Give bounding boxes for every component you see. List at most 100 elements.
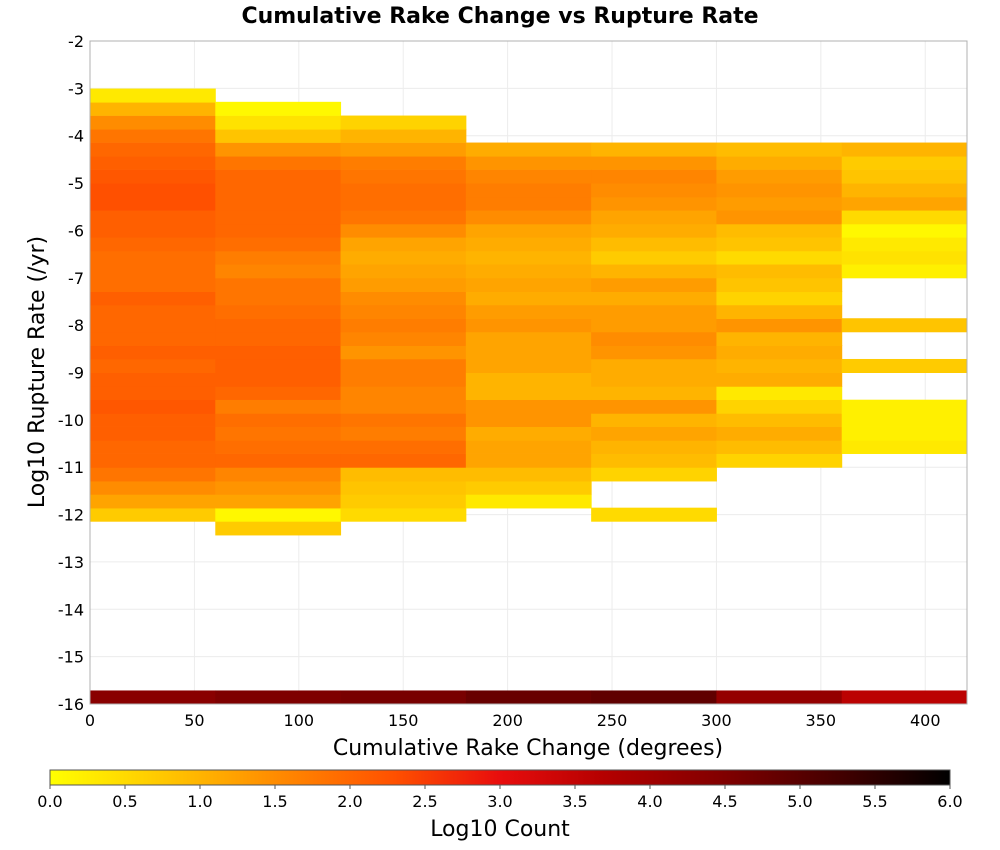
heatmap-cell-0-4: [90, 453, 216, 468]
heatmap-cell-3-21: [465, 210, 592, 225]
heatmap-cell-5-11: [716, 304, 843, 320]
heatmap-cell-3-4: [465, 439, 592, 454]
heatmap-cell-1-14: [215, 331, 342, 347]
heatmap-cell-3-10: [465, 358, 592, 373]
y-tick-label-10: -12: [58, 506, 84, 525]
heatmap-cell-1-31: [215, 101, 342, 116]
heatmap-cell-1-16: [215, 304, 342, 320]
heatmap-cell-2-13: [340, 331, 467, 347]
colorbar-tick-label-10: 5.0: [787, 792, 812, 811]
heatmap-cell-2-23: [340, 196, 467, 211]
heatmap-cell-5-7: [716, 358, 843, 373]
heatmap-cell-1-10: [215, 385, 342, 400]
heatmap-cell-5-16: [716, 237, 843, 252]
heatmap-cell-4-15: [591, 277, 717, 293]
heatmap-cell-2-29: [340, 115, 467, 130]
heatmap-cell-3-26: [465, 142, 592, 157]
heatmap-cell-0-30: [90, 101, 216, 116]
heatmap-cell-6-11: [841, 196, 968, 211]
y-tick-label-9: -11: [58, 458, 84, 477]
heatmap-cell-6-5: [841, 318, 968, 333]
heatmap-cell-3-6: [465, 412, 592, 427]
heatmap-cell-4-8: [591, 372, 717, 387]
heatmap-cell-1-4: [215, 467, 342, 482]
heatmap-cell-0-0: [90, 507, 216, 522]
heatmap-cell-4-19: [591, 223, 717, 238]
heatmap-cell-4-6: [591, 399, 717, 414]
colorbar-tick-label-3: 1.5: [262, 792, 287, 811]
heatmap-cell-2-17: [340, 277, 467, 293]
heatmap-cell-0-24: [90, 183, 216, 198]
heatmap-cell-6-6: [841, 264, 968, 279]
heatmap-cell-2-4: [340, 453, 467, 468]
x-tick-label-7: 350: [806, 711, 837, 730]
y-axis-ticks: -2 -3 -4 -5 -6 -7 -8 -9 -10 -11 -12 -13 -14 -15 -16: [58, 32, 84, 714]
heatmap-cell-2-19: [340, 250, 467, 265]
heatmap-cell-2-0: [340, 507, 467, 522]
heatmap-cell-1-29: [215, 128, 342, 143]
heatmap-cell-5-18: [716, 210, 843, 225]
heatmap-cell-4-7: [591, 385, 717, 400]
heatmap-cell-3-24: [465, 169, 592, 184]
heatmap-cell-5-22: [716, 155, 843, 170]
heatmap-cell-3-1: [465, 480, 592, 495]
heatmap-cell-2-16: [340, 291, 467, 306]
heatmap-cell-5-6: [716, 372, 843, 387]
heatmap-cell-4-16: [591, 264, 717, 279]
heatmap-cell-2-5: [340, 439, 467, 454]
heatmap-cell-4-13: [591, 304, 717, 320]
bottom-row-cell-0: [90, 690, 216, 704]
heatmap-cell-1-21: [215, 237, 342, 252]
heatmap-cell-0-17: [90, 277, 216, 293]
heatmap-cell-2-2: [340, 480, 467, 495]
heatmap-cell-5-15: [716, 250, 843, 265]
heatmap-cell-3-7: [465, 399, 592, 414]
heatmap-cell-3-15: [465, 291, 592, 306]
heatmap-cell-3-9: [465, 372, 592, 387]
y-tick-label-13: -15: [58, 648, 84, 667]
heatmap-cell-4-9: [591, 358, 717, 373]
heatmap-cell-1-8: [215, 412, 342, 427]
heatmap-cell-0-18: [90, 264, 216, 279]
heatmap-cell-2-7: [340, 412, 467, 427]
heatmap-cell-4-18: [591, 237, 717, 252]
y-tick-label-0: -2: [68, 32, 84, 51]
heatmap-cell-1-26: [215, 169, 342, 184]
heatmap-cell-3-17: [465, 264, 592, 279]
x-tick-label-5: 250: [597, 711, 628, 730]
heatmap-cell-4-2: [591, 453, 717, 468]
y-tick-label-12: -14: [58, 600, 84, 619]
heatmap-cell-0-23: [90, 196, 216, 211]
colorbar: [49, 769, 951, 786]
heatmap-cell-3-12: [465, 331, 592, 347]
heatmap-cell-0-28: [90, 128, 216, 143]
heatmap-cell-1-20: [215, 250, 342, 265]
heatmap-cell-0-5: [90, 439, 216, 454]
y-tick-label-14: -16: [58, 695, 84, 714]
heatmap-cell-6-10: [841, 210, 968, 225]
y-tick-label-8: -10: [58, 411, 84, 430]
heatmap-cell-0-10: [90, 372, 216, 387]
heatmap-cell-4-3: [591, 439, 717, 454]
heatmap-cell-1-7: [215, 426, 342, 441]
x-tick-label-6: 300: [701, 711, 732, 730]
heatmap-cell-5-14: [716, 264, 843, 279]
heatmap-cell-1-6: [215, 439, 342, 454]
heatmap-cell-1-9: [215, 399, 342, 414]
heatmap-cell-1-17: [215, 291, 342, 306]
heatmap-cell-5-17: [716, 223, 843, 238]
bottom-row-cell-5: [716, 690, 843, 704]
heatmap-cell-0-31: [90, 88, 216, 103]
heatmap-cell-0-16: [90, 291, 216, 306]
heatmap-cell-1-2: [215, 494, 342, 509]
heatmap-cell-6-3: [841, 399, 968, 414]
y-tick-label-6: -8: [68, 316, 84, 335]
heatmap-cell-6-2: [841, 412, 968, 427]
heatmap-cell-0-25: [90, 169, 216, 184]
plot-frame: [89, 40, 968, 705]
heatmap-cell-2-24: [340, 183, 467, 198]
heatmap-cell-6-4: [841, 358, 968, 373]
heatmap-cell-3-3: [465, 453, 592, 468]
heatmap-cell-0-14: [90, 318, 216, 333]
bottom-row-cell-2: [340, 690, 467, 704]
